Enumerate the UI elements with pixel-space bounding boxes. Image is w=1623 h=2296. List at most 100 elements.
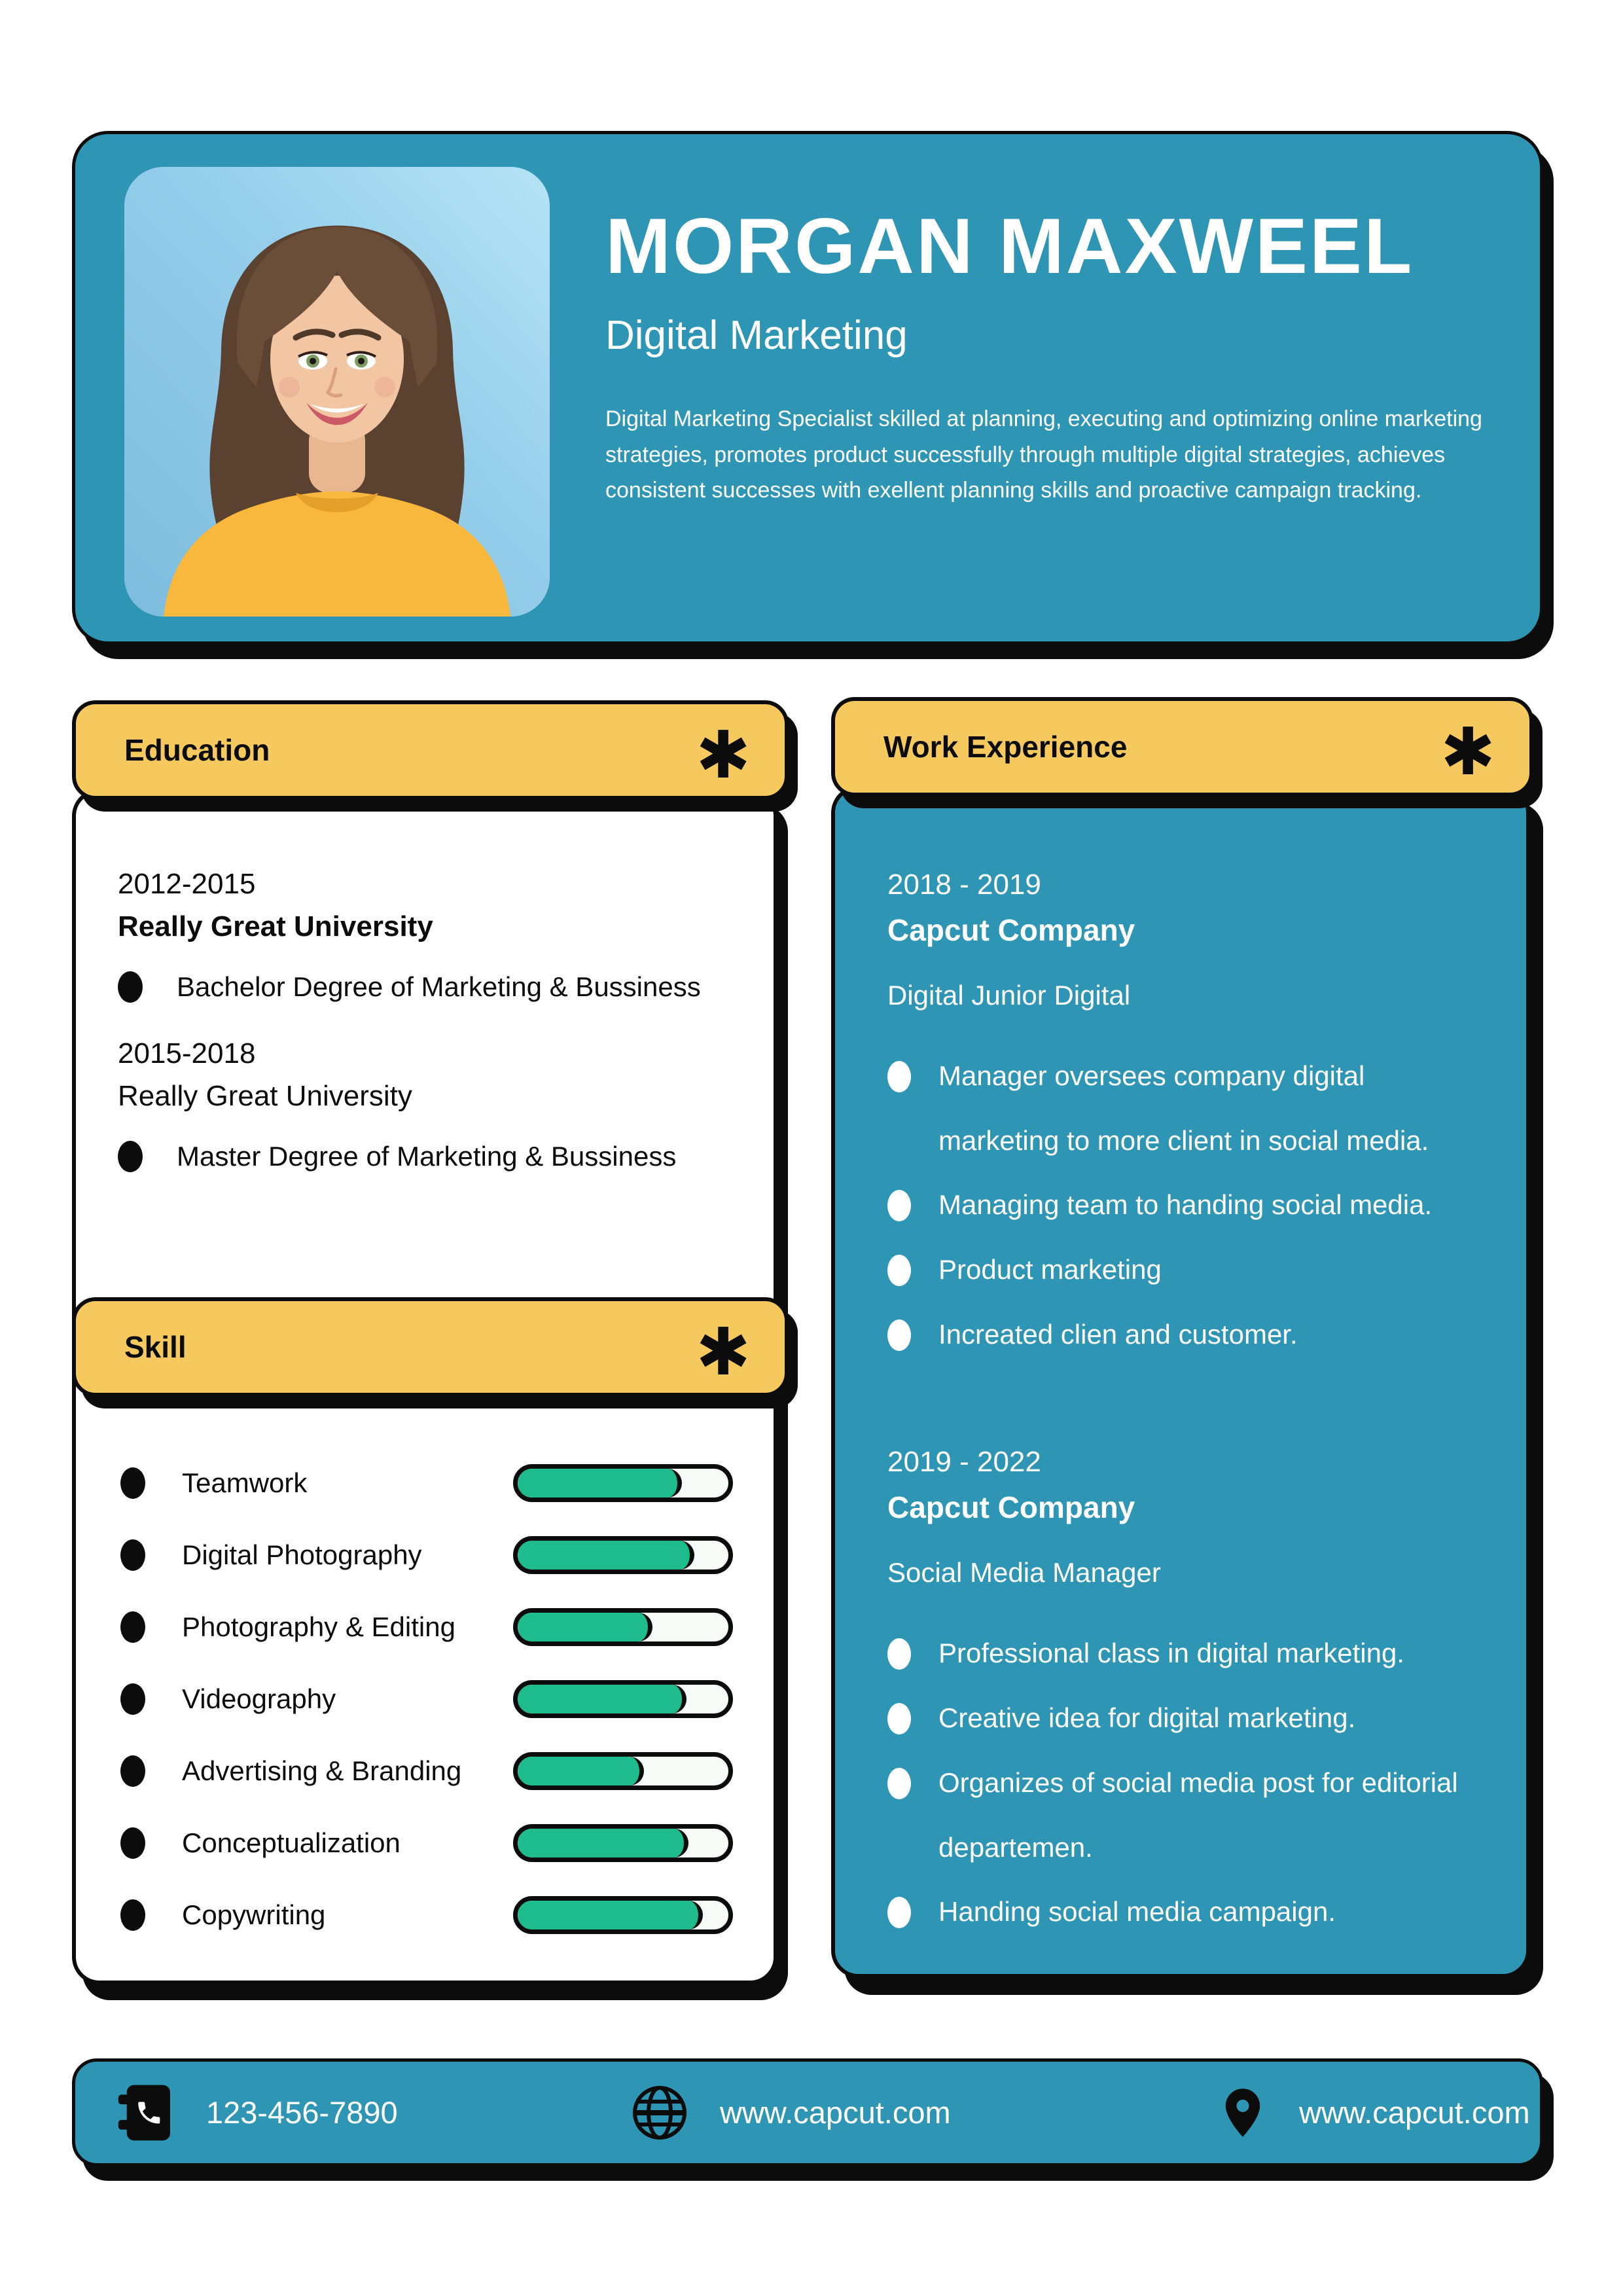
education-school: Really Great University	[118, 1079, 412, 1112]
skill-row: Photography & Editing	[76, 1591, 774, 1663]
job-bullet-text: Increated clien and customer.	[938, 1318, 1298, 1350]
skill-progress-fill	[518, 1901, 704, 1929]
profile-photo	[124, 167, 550, 617]
skill-progress-bar	[513, 1896, 733, 1934]
skill-progress-fill	[518, 1757, 645, 1785]
skill-label: Advertising & Branding	[182, 1755, 462, 1786]
job-bullet-text: Organizes of social media post for edito…	[938, 1767, 1458, 1863]
skill-section-title: Skill	[124, 1330, 187, 1364]
job-bullet-text: Manager oversees company digital marketi…	[938, 1060, 1429, 1156]
job-bullet-row: Managing team to handing social media.	[887, 1173, 1489, 1238]
skill-row: Conceptualization	[76, 1807, 774, 1879]
job-bullet-text: Managing team to handing social media.	[938, 1189, 1433, 1221]
skill-label: Photography & Editing	[182, 1611, 455, 1642]
bullet-icon	[120, 1467, 145, 1499]
bullet-icon	[887, 1190, 911, 1222]
education-degree: Master Degree of Marketing & Bussiness	[177, 1140, 677, 1172]
job-bullet-row: Professional class in digital marketing.	[887, 1621, 1489, 1686]
person-name: MORGAN MAXWEEL	[605, 202, 1414, 290]
job-role: Social Media Manager	[887, 1556, 1161, 1588]
skill-progress-fill	[518, 1685, 687, 1713]
skill-progress-bar	[513, 1824, 733, 1862]
job-bullet-row: Product marketing	[887, 1238, 1489, 1302]
education-list: 2012-2015 Really Great University Bachel…	[76, 793, 774, 1174]
skill-progress-fill	[518, 1469, 683, 1498]
skill-progress-fill	[518, 1541, 695, 1570]
skill-progress-bar	[513, 1752, 733, 1790]
job-bullet-row: Handing social media campaign.	[887, 1880, 1489, 1945]
skill-label: Digital Photography	[182, 1539, 422, 1570]
hero-text-block: MORGAN MAXWEEL Digital Marketing Digital…	[605, 205, 1522, 508]
portrait-illustration	[124, 167, 550, 617]
skill-row: Copywriting	[76, 1879, 774, 1951]
skill-progress-bar	[513, 1608, 733, 1646]
job-bullet-text: Handing social media campaign.	[938, 1896, 1336, 1928]
job-years: 2019 - 2022	[887, 1446, 1041, 1479]
footer-phone-text: 123-456-7890	[206, 2095, 398, 2130]
job-role: Digital Junior Digital	[887, 979, 1131, 1011]
job-entry: 2019 - 2022 Capcut Company Social Media …	[887, 1444, 1489, 1944]
skill-label: Teamwork	[182, 1467, 308, 1498]
header-card: MORGAN MAXWEEL Digital Marketing Digital…	[72, 131, 1543, 645]
footer-website-text: www.capcut.com	[720, 2095, 951, 2130]
bullet-icon	[120, 1899, 145, 1931]
education-degree-row: Master Degree of Marketing & Bussiness	[118, 1139, 741, 1175]
skill-progress-bar	[513, 1680, 733, 1718]
bullet-icon	[887, 1767, 911, 1799]
skill-label: Conceptualization	[182, 1827, 401, 1858]
education-degree: Bachelor Degree of Marketing & Bussiness	[177, 971, 701, 1002]
work-section-header: Work Experience ✱	[831, 697, 1533, 797]
bullet-icon	[887, 1061, 911, 1092]
skill-progress-bar	[513, 1464, 733, 1502]
bullet-icon	[887, 1703, 911, 1735]
job-bullet-text: Product marketing	[938, 1254, 1162, 1285]
bullet-icon	[118, 1140, 143, 1172]
job-list: 2018 - 2019 Capcut Company Digital Junio…	[835, 789, 1526, 1945]
skill-label: Copywriting	[182, 1899, 326, 1930]
job-bullet-row: Manager oversees company digital marketi…	[887, 1044, 1489, 1173]
bullet-icon	[887, 1255, 911, 1287]
bullet-icon	[120, 1683, 145, 1715]
job-entry: 2018 - 2019 Capcut Company Digital Junio…	[887, 867, 1489, 1367]
bullet-icon	[120, 1611, 145, 1643]
footer-bar: 123-456-7890 www.capcut.com www.capcut.c…	[72, 2058, 1543, 2166]
education-degree-row: Bachelor Degree of Marketing & Bussiness	[118, 969, 741, 1005]
job-company: Capcut Company	[887, 1490, 1135, 1525]
skill-row: Teamwork	[76, 1447, 774, 1519]
education-years: 2012-2015	[118, 868, 256, 900]
skill-label: Videography	[182, 1683, 336, 1714]
footer-location-group: www.capcut.com	[1215, 2062, 1530, 2163]
footer-website-group: www.capcut.com	[628, 2062, 951, 2163]
job-bullet-row: Organizes of social media post for edito…	[887, 1751, 1489, 1880]
education-years: 2015-2018	[118, 1037, 256, 1069]
bullet-icon	[120, 1539, 145, 1571]
location-pin-icon	[1225, 2088, 1260, 2137]
bullet-icon	[887, 1638, 911, 1670]
job-bullet-list: Manager oversees company digital marketi…	[887, 1044, 1489, 1367]
bullet-icon	[887, 1897, 911, 1929]
education-entry: 2012-2015 Really Great University Bachel…	[118, 866, 741, 1005]
globe-icon	[633, 2085, 687, 2140]
bullet-icon	[120, 1755, 145, 1787]
skill-row: Digital Photography	[76, 1519, 774, 1591]
job-years: 2018 - 2019	[887, 869, 1041, 901]
job-company: Capcut Company	[887, 913, 1135, 947]
skill-progress-fill	[518, 1613, 653, 1641]
skill-list: Teamwork Digital Photography Photography…	[76, 1447, 774, 1951]
skill-section-header: Skill ✱	[72, 1297, 789, 1397]
job-bullet-text: Creative idea for digital marketing.	[938, 1702, 1356, 1734]
bullet-icon	[120, 1827, 145, 1859]
job-bullet-row: Increated clien and customer.	[887, 1302, 1489, 1367]
bullet-icon	[118, 971, 143, 1003]
skill-row: Advertising & Branding	[76, 1735, 774, 1807]
skill-progress-fill	[518, 1829, 688, 1857]
job-bullet-row: Creative idea for digital marketing.	[887, 1686, 1489, 1751]
education-entry: 2015-2018 Really Great University Master…	[118, 1035, 741, 1175]
work-section-title: Work Experience	[883, 730, 1128, 764]
bullet-icon	[887, 1319, 911, 1351]
skill-progress-bar	[513, 1536, 733, 1574]
footer-location-text: www.capcut.com	[1299, 2095, 1530, 2130]
person-role: Digital Marketing	[605, 313, 908, 358]
education-school: Really Great University	[118, 910, 433, 942]
skill-row: Videography	[76, 1663, 774, 1735]
